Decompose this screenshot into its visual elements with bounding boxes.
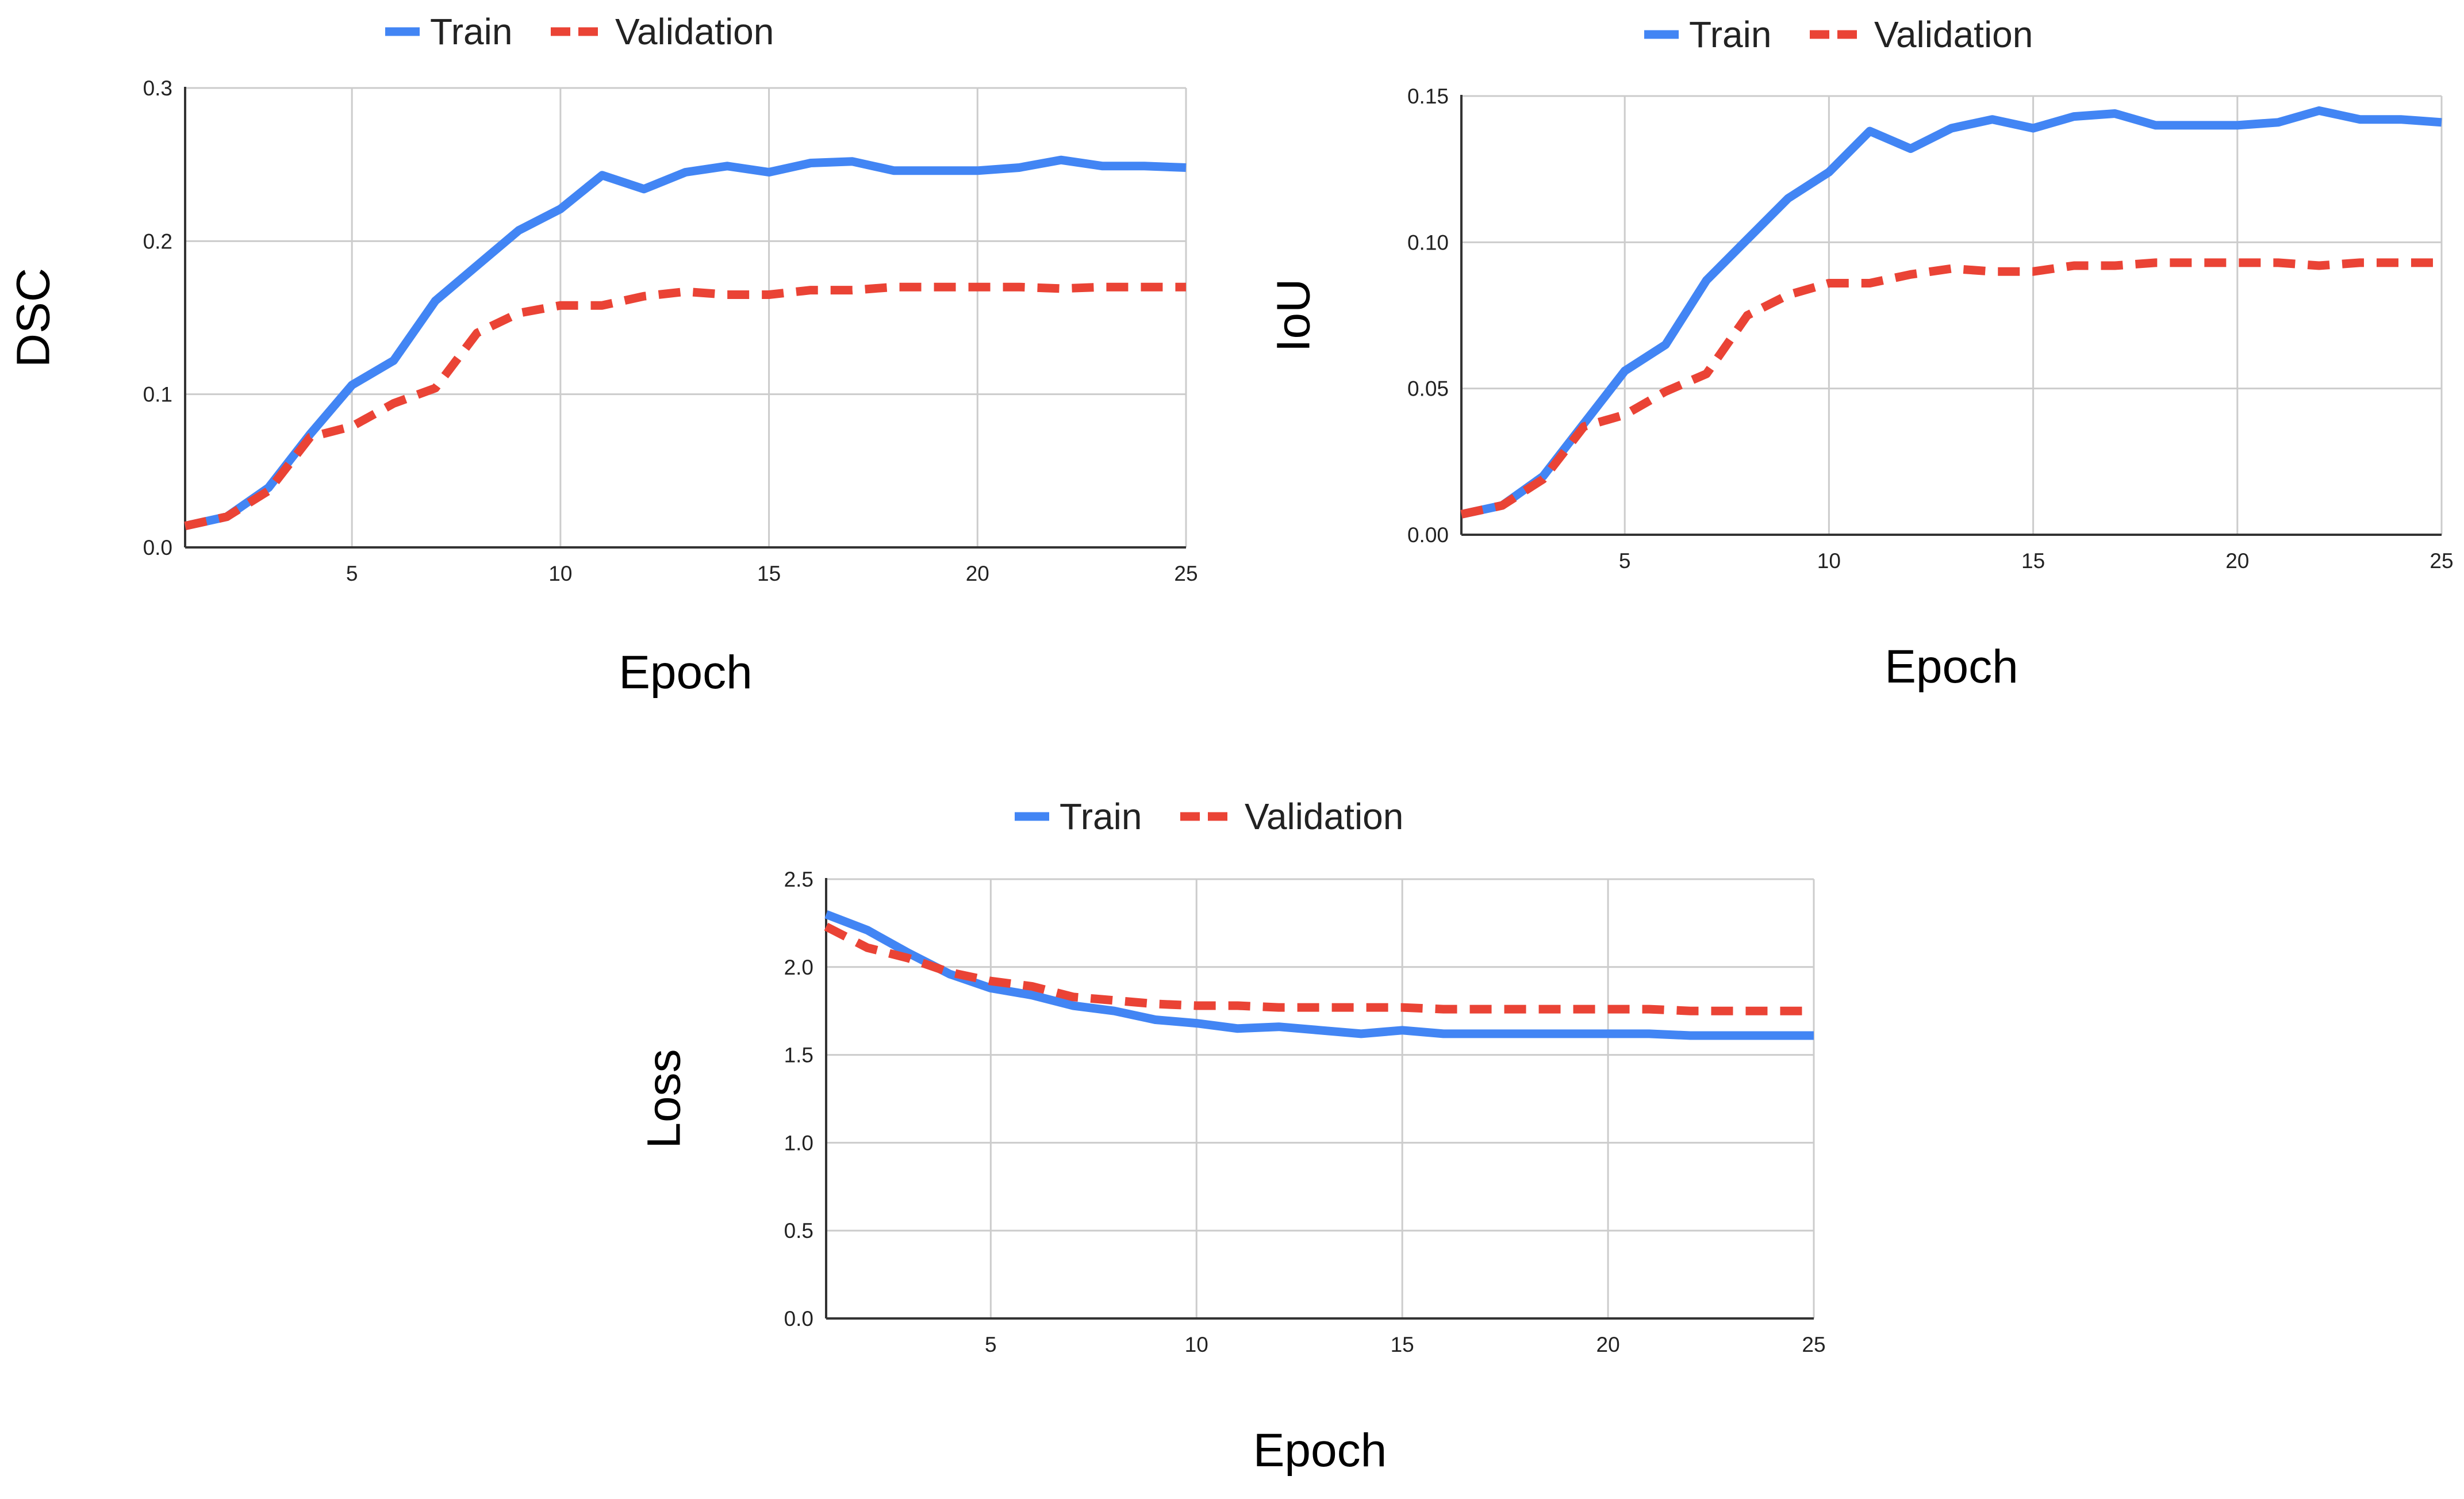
series-line-validation [824, 922, 1814, 1015]
y-tick-label: 0.15 [1407, 85, 1449, 108]
x-tick-label: 10 [1817, 549, 1841, 573]
chart-iou: 0.00 0.05 0.10 0.15 5 10 15 20 25 Epoch IoU Train Va… [1268, 14, 2454, 693]
x-tick-label: 20 [966, 562, 989, 585]
y-tick-label: 0.1 [143, 383, 172, 407]
series-line-train [1460, 106, 2442, 519]
series-line-validation [1460, 258, 2442, 519]
chart-dsc: 0.0 0.1 0.2 0.3 5 10 15 20 25 Epoch DSC Train Valida… [7, 11, 1198, 699]
x-tick-label: 5 [346, 562, 358, 585]
x-axis-title: Epoch [1253, 1424, 1387, 1477]
y-axis-title: Loss [638, 1049, 690, 1148]
x-axis-title: Epoch [1885, 641, 2018, 693]
x-tick-label: 15 [2021, 549, 2045, 573]
x-axis-title: Epoch [619, 646, 753, 699]
series-line-validation [184, 282, 1186, 531]
y-tick-label: 0.5 [784, 1219, 813, 1243]
legend: Train Validation [1644, 14, 2033, 55]
y-tick-label: 1.5 [784, 1044, 813, 1067]
y-tick-label: 0.0 [143, 536, 172, 559]
y-tick-label: 1.0 [784, 1131, 813, 1155]
chart-loss: 0.0 0.5 1.0 1.5 2.0 2.5 5 10 15 20 25 Epoch Loss Trai… [638, 796, 1826, 1477]
legend-label: Train [430, 11, 512, 52]
x-tick-label: 20 [1596, 1333, 1620, 1356]
series-line-train [184, 155, 1187, 531]
y-tick-label: 2.0 [784, 956, 813, 979]
x-tick-label: 20 [2225, 549, 2249, 573]
x-tick-label: 25 [2430, 549, 2453, 573]
y-tick-label: 0.00 [1407, 523, 1449, 547]
x-tick-label: 15 [1391, 1333, 1414, 1356]
legend-label: Validation [1874, 14, 2033, 55]
y-tick-label: 2.5 [784, 868, 813, 891]
legend: Train Validation [1015, 796, 1403, 837]
x-tick-label: 5 [1619, 549, 1631, 573]
x-tick-label: 15 [757, 562, 781, 585]
x-tick-label: 10 [548, 562, 572, 585]
y-tick-label: 0.2 [143, 229, 172, 253]
series-line-train [824, 910, 1814, 1040]
x-tick-label: 5 [985, 1333, 997, 1356]
x-tick-label: 25 [1174, 562, 1198, 585]
legend-label: Train [1689, 14, 1771, 55]
x-tick-label: 25 [1802, 1333, 1825, 1356]
y-tick-label: 0.3 [143, 76, 172, 100]
y-tick-label: 0.0 [784, 1307, 813, 1331]
legend-label: Train [1060, 796, 1142, 837]
y-tick-label: 0.10 [1407, 231, 1449, 254]
legend: Train Validation [385, 11, 774, 52]
y-axis-title: DSC [7, 268, 60, 367]
legend-label: Validation [615, 11, 774, 52]
y-tick-label: 0.05 [1407, 377, 1449, 401]
y-axis-title: IoU [1268, 279, 1320, 352]
legend-label: Validation [1245, 796, 1403, 837]
x-tick-label: 10 [1185, 1333, 1208, 1356]
